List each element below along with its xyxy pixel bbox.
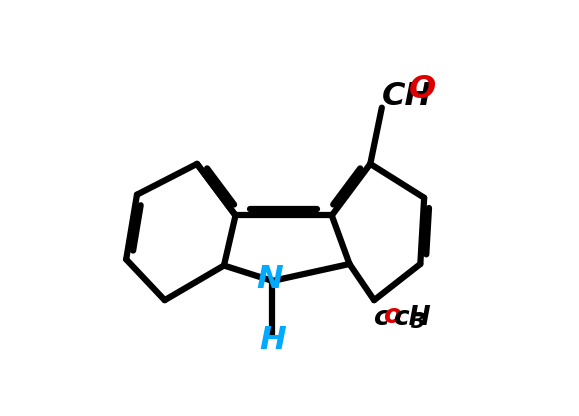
- Text: H: H: [259, 325, 286, 357]
- Text: O: O: [409, 74, 436, 106]
- Text: cH: cH: [393, 305, 430, 331]
- Text: o: o: [383, 302, 401, 329]
- Text: CH: CH: [382, 81, 432, 111]
- Text: N: N: [257, 264, 284, 295]
- Text: 3: 3: [411, 312, 426, 332]
- Text: c: c: [372, 305, 388, 331]
